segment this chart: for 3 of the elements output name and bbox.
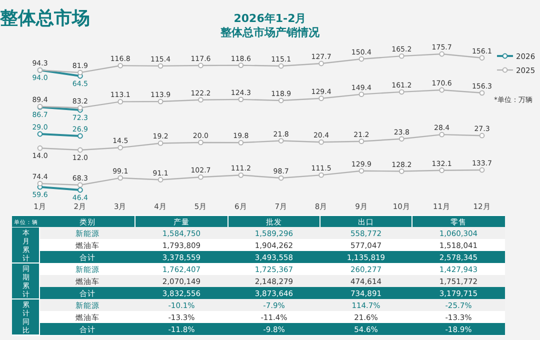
text: 整体总市场	[0, 8, 90, 29]
chart-title: 2026年1-2月	[234, 12, 306, 25]
chart-subtitle: 整体总市场产销情况	[220, 26, 320, 39]
